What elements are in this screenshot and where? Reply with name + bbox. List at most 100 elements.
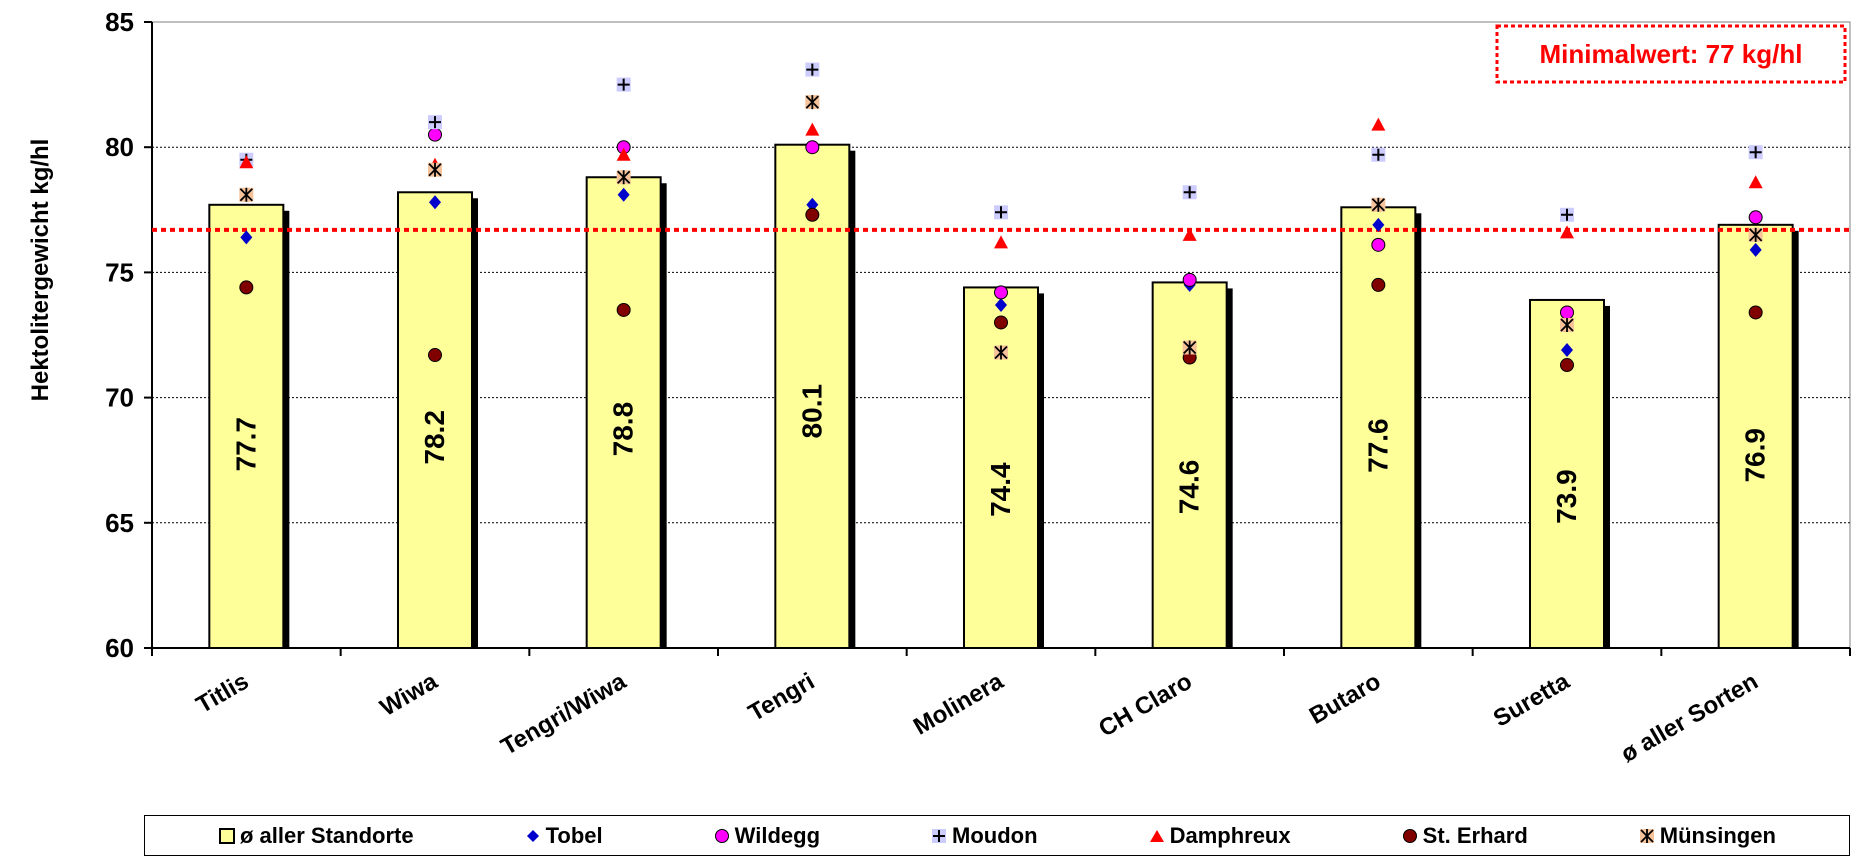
- marker-wildegg: [1560, 305, 1574, 320]
- bar-value-label: 78.2: [419, 410, 450, 465]
- marker-tobel: [617, 187, 630, 202]
- marker-damphreux: [805, 122, 820, 136]
- y-tick-label: 85: [105, 7, 134, 37]
- marker-moudon: [1372, 148, 1385, 161]
- marker-damphreux: [1182, 227, 1197, 241]
- marker-m-nsingen: [805, 95, 819, 110]
- marker-st-erhard: [994, 315, 1008, 330]
- legend-item: ø aller Standorte: [218, 823, 414, 849]
- marker-moudon: [429, 116, 441, 129]
- marker-m-nsingen: [1749, 227, 1763, 242]
- reference-annotation: Minimalwert: 77 kg/hl: [1495, 24, 1847, 84]
- marker-m-nsingen: [239, 187, 253, 202]
- y-tick-label: 75: [105, 257, 134, 287]
- x-tick-label: Titlis: [192, 668, 254, 719]
- marker-moudon: [617, 78, 630, 91]
- bar-value-label: 78.8: [608, 402, 639, 457]
- x-tick-label: Tengri/Wiwa: [496, 667, 631, 760]
- axes: [144, 21, 1851, 656]
- y-axis-label: Hektolitergewicht kg/hl: [27, 139, 54, 402]
- bar: [208, 203, 285, 650]
- marker-wildegg: [1182, 272, 1197, 287]
- marker-damphreux: [239, 155, 254, 169]
- bar-series: [208, 143, 1799, 650]
- marker-st-erhard: [239, 280, 254, 295]
- legend-label: Tobel: [545, 822, 603, 848]
- legend-symbol: [1638, 827, 1656, 845]
- marker-m-nsingen: [617, 170, 631, 185]
- bar-value-label: 77.6: [1362, 418, 1393, 473]
- x-tick-label: Butaro: [1305, 668, 1385, 730]
- marker-tobel: [1749, 242, 1762, 257]
- y-tick-label: 80: [105, 132, 134, 162]
- marker-wildegg: [1371, 237, 1386, 252]
- marker-wildegg: [805, 140, 820, 155]
- legend-label: Münsingen: [1659, 822, 1776, 848]
- legend-label: Moudon: [952, 822, 1038, 848]
- legend-item: Moudon: [930, 823, 1038, 849]
- marker-st-erhard: [616, 302, 631, 317]
- bar-value-label: 74.4: [985, 462, 1016, 517]
- marker-st-erhard: [1748, 305, 1763, 320]
- legend: ø aller Standorte Tobel Wildegg Moudon Damph…: [144, 815, 1850, 856]
- bar-value-label: 73.9: [1551, 469, 1582, 524]
- legend-item: Damphreux: [1148, 823, 1291, 849]
- bar: [1717, 223, 1794, 649]
- marker-series: [239, 62, 1763, 373]
- legend-label: Damphreux: [1169, 822, 1291, 848]
- marker-wildegg: [994, 285, 1008, 300]
- marker-moudon: [806, 63, 819, 76]
- bar-value-label: 74.6: [1174, 460, 1205, 515]
- bar-value-label: 77.7: [230, 417, 261, 472]
- x-tick-label: Tengri: [744, 668, 819, 727]
- marker-m-nsingen: [1371, 197, 1385, 212]
- legend-item: St. Erhard: [1401, 823, 1528, 849]
- marker-damphreux: [1371, 117, 1386, 131]
- marker-st-erhard: [1371, 277, 1386, 292]
- marker-st-erhard: [805, 207, 820, 222]
- x-tick-labels: Titlis Wiwa Tengri/Wiwa Tengri Molinera CH Cl…: [192, 667, 1763, 767]
- marker-tobel: [1372, 217, 1385, 232]
- marker-st-erhard: [428, 348, 442, 363]
- marker-moudon: [1561, 208, 1573, 221]
- annotation-text: Minimalwert: 77 kg/hl: [1540, 39, 1803, 69]
- y-tick-label: 70: [105, 383, 134, 413]
- legend-symbol: [713, 827, 731, 845]
- chart-canvas: 60 65 70 75 80 85 Titlis Wiwa Tengri/Wiwa Tengri…: [27, 7, 1851, 768]
- marker-m-nsingen: [1183, 340, 1197, 355]
- marker-tobel: [429, 195, 441, 210]
- legend-symbol: [1148, 827, 1166, 845]
- legend-symbol: [218, 827, 236, 845]
- marker-moudon: [1749, 146, 1762, 159]
- x-tick-label: CH Claro: [1094, 668, 1196, 743]
- legend-symbol: [524, 827, 542, 845]
- marker-st-erhard: [1560, 358, 1574, 373]
- marker-damphreux: [994, 235, 1008, 249]
- y-tick-label: 65: [105, 508, 134, 538]
- x-tick-label: Wiwa: [376, 667, 443, 721]
- y-tick-labels: 60 65 70 75 80 85: [105, 7, 134, 663]
- legend-label: St. Erhard: [1422, 822, 1528, 848]
- marker-damphreux: [1748, 175, 1763, 189]
- marker-tobel: [240, 230, 253, 245]
- x-tick-label: Suretta: [1489, 667, 1575, 732]
- bar-value-labels: 77.7 78.2 78.8 80.1 74.4 74.6 77.6 73.9 76.9: [230, 384, 1770, 524]
- marker-m-nsingen: [428, 162, 442, 177]
- marker-tobel: [995, 297, 1007, 312]
- bar-value-label: 76.9: [1740, 428, 1771, 483]
- marker-damphreux: [616, 147, 631, 161]
- bar-value-label: 80.1: [796, 384, 827, 439]
- legend-item: Münsingen: [1638, 823, 1776, 849]
- legend-label: ø aller Standorte: [240, 822, 414, 848]
- legend-symbol: [1401, 827, 1419, 845]
- marker-wildegg: [1748, 210, 1763, 225]
- marker-moudon: [1183, 186, 1196, 199]
- x-tick-label: ø aller Sorten: [1616, 668, 1762, 768]
- marker-moudon: [995, 206, 1007, 219]
- bar: [585, 176, 662, 650]
- marker-tobel: [1561, 343, 1573, 358]
- marker-m-nsingen: [1560, 317, 1574, 332]
- x-tick-label: Molinera: [909, 667, 1009, 740]
- y-tick-label: 60: [105, 633, 134, 663]
- marker-tobel: [806, 197, 819, 212]
